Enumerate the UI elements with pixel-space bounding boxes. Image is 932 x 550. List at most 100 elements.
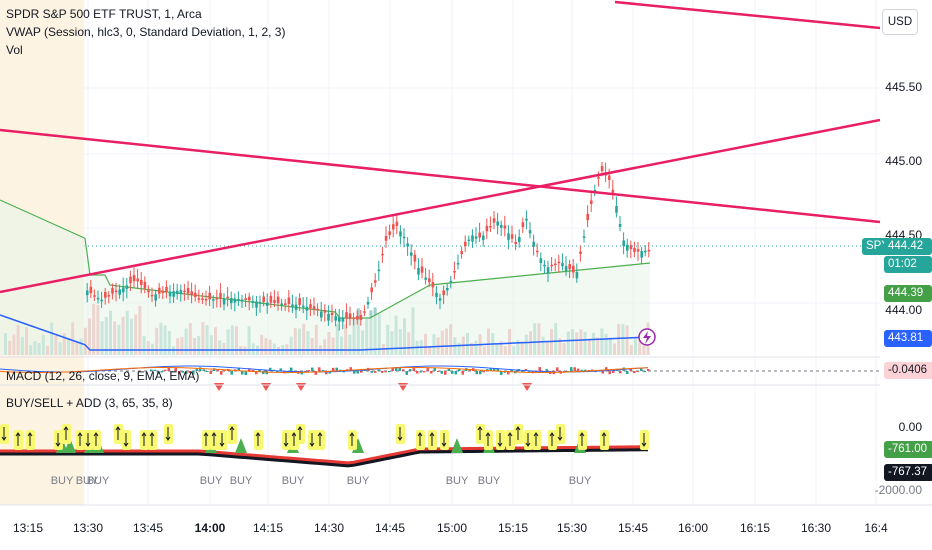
macd-histogram-bar — [311, 367, 314, 371]
candle-body — [201, 298, 204, 300]
candle-body — [410, 252, 413, 256]
price-tick: 444.00 — [885, 303, 922, 317]
trendline-top — [614, 0, 881, 30]
macd-histogram-bar — [500, 371, 503, 375]
macd-histogram-bar — [325, 371, 328, 375]
blue-line-badge: 443.81 — [884, 330, 932, 347]
time-tick: 16:00 — [677, 521, 709, 535]
macd-histogram-bar — [332, 367, 335, 371]
macd-histogram-bar — [321, 369, 324, 371]
macd-histogram-bar — [356, 371, 359, 374]
vol-legend[interactable]: Vol — [6, 42, 23, 58]
up-arrow-icon — [515, 426, 521, 440]
buy-label: BUY — [199, 475, 223, 487]
symbol-legend[interactable]: SPDR S&P 500 ETF TRUST, 1, Arca — [6, 6, 202, 22]
time-tick: 15:00 — [436, 521, 468, 535]
candle-body — [510, 234, 514, 239]
candle-body — [507, 233, 510, 240]
candle-body — [399, 231, 402, 237]
up-arrow-icon — [115, 426, 121, 440]
macd-legend[interactable]: MACD (12, 26, close, 9, EMA, EMA) — [6, 368, 199, 384]
macd-histogram-bar — [521, 371, 524, 373]
buy-label: BUY — [346, 475, 370, 487]
flash-icon[interactable] — [638, 328, 656, 346]
macd-histogram-bar — [192, 371, 195, 375]
macd-histogram-bar — [573, 367, 576, 371]
trendline-ascending — [0, 118, 881, 294]
candle-body — [183, 290, 186, 293]
candle-body — [100, 299, 103, 302]
add-line-black — [0, 448, 649, 468]
time-tick: 16:15 — [739, 521, 771, 535]
macd-histogram-bar — [209, 371, 212, 374]
candle-body — [359, 315, 363, 320]
macd-histogram-bar — [451, 371, 454, 374]
buysell-legend[interactable]: BUY/SELL + ADD (3, 65, 35, 8) — [6, 395, 173, 411]
up-arrow-icon — [297, 426, 303, 440]
up-arrow-icon — [477, 426, 483, 440]
candle-body — [248, 296, 251, 301]
candle-body — [136, 278, 139, 282]
macd-histogram-bar — [440, 371, 443, 374]
candle-body — [294, 304, 298, 310]
candle-body — [269, 295, 273, 303]
buy-triangle-icon — [451, 438, 463, 453]
candle-body — [305, 306, 309, 311]
macd-histogram-bar — [248, 368, 251, 371]
macd-histogram-bar — [412, 367, 415, 371]
macd-histogram-bar — [185, 371, 188, 374]
macd-histogram-bar — [538, 367, 541, 371]
candle-body — [276, 296, 280, 304]
buy-triangle-icon — [64, 438, 76, 453]
macd-histogram-bar — [608, 371, 611, 375]
candle-body — [442, 290, 445, 296]
vwap-badge: 444.39 — [884, 285, 932, 302]
candle-body — [370, 287, 373, 293]
candle-body — [532, 241, 535, 247]
macd-histogram-bar — [468, 369, 471, 371]
sell-triangle-icon — [522, 383, 532, 391]
up-arrow-icon — [149, 432, 155, 446]
candle-body — [330, 312, 334, 316]
candle-body — [240, 299, 244, 302]
macd-histogram-bar — [577, 368, 580, 371]
candle-body — [219, 292, 222, 299]
macd-histogram-bar — [255, 371, 258, 375]
time-tick: 16:4 — [864, 521, 888, 535]
buysell-pane — [0, 424, 649, 468]
macd-histogram-bar — [419, 371, 422, 373]
macd-histogram-bar — [454, 371, 457, 375]
buy-label: BUY — [568, 475, 592, 487]
candle-body — [428, 278, 431, 283]
price-tick: 445.00 — [885, 154, 922, 168]
macd-histogram-bar — [251, 369, 254, 371]
candle-body — [467, 239, 471, 241]
candle-body — [514, 241, 517, 245]
down-arrow-icon — [1, 427, 7, 441]
candle-body — [309, 304, 312, 308]
candlesticks — [86, 161, 651, 331]
trendlines — [0, 0, 881, 294]
vwap-title: VWAP (Session, hlc3, 0, Standard Deviati… — [6, 25, 286, 39]
macd-histogram-bar — [458, 368, 461, 371]
candle-body — [168, 291, 172, 297]
macd-histogram-bar — [619, 371, 622, 374]
candle-body — [489, 225, 492, 228]
current-price-badge: 444.42 — [884, 238, 932, 255]
currency-button[interactable]: USD — [882, 9, 918, 35]
candle-body — [363, 311, 366, 313]
up-arrow-icon — [93, 432, 99, 446]
candle-body — [629, 245, 633, 250]
candle-body — [395, 221, 399, 226]
time-tick: 14:00 — [194, 521, 226, 535]
vwap-legend[interactable]: VWAP (Session, hlc3, 0, Standard Deviati… — [6, 24, 285, 40]
candle-body — [438, 298, 442, 301]
down-arrow-icon — [123, 433, 129, 447]
macd-histogram-bar — [374, 371, 377, 373]
buy-label: BUY — [477, 475, 501, 487]
buy-triangle-icon — [235, 438, 247, 453]
candle-body — [564, 266, 568, 271]
candle-body — [431, 282, 435, 288]
down-arrow-icon — [309, 433, 315, 447]
